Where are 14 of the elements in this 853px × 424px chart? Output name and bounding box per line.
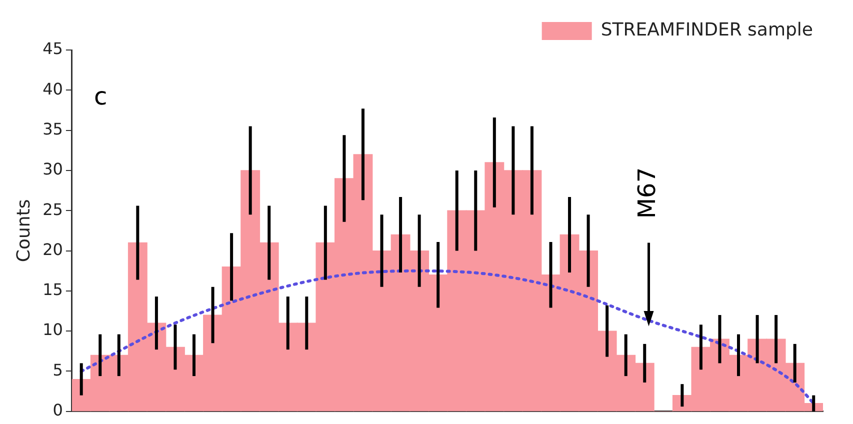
y-axis-title: Counts [13,199,34,262]
y-tick-label: 0 [52,400,63,420]
y-tick-label: 10 [42,320,63,340]
y-tick-label: 40 [42,79,63,98]
y-tick-label: 35 [42,119,63,138]
annotation: M67 [632,167,661,219]
legend-label: STREAMFINDER sample [600,20,814,41]
y-tick-label: 25 [42,200,63,219]
y-tick-label: 30 [42,160,63,179]
annotation: c [94,82,108,110]
y-tick-label: 20 [42,240,63,259]
y-tick-label: 45 [42,39,63,58]
y-tick-label: 15 [42,280,63,300]
y-tick-label: 5 [52,360,63,380]
